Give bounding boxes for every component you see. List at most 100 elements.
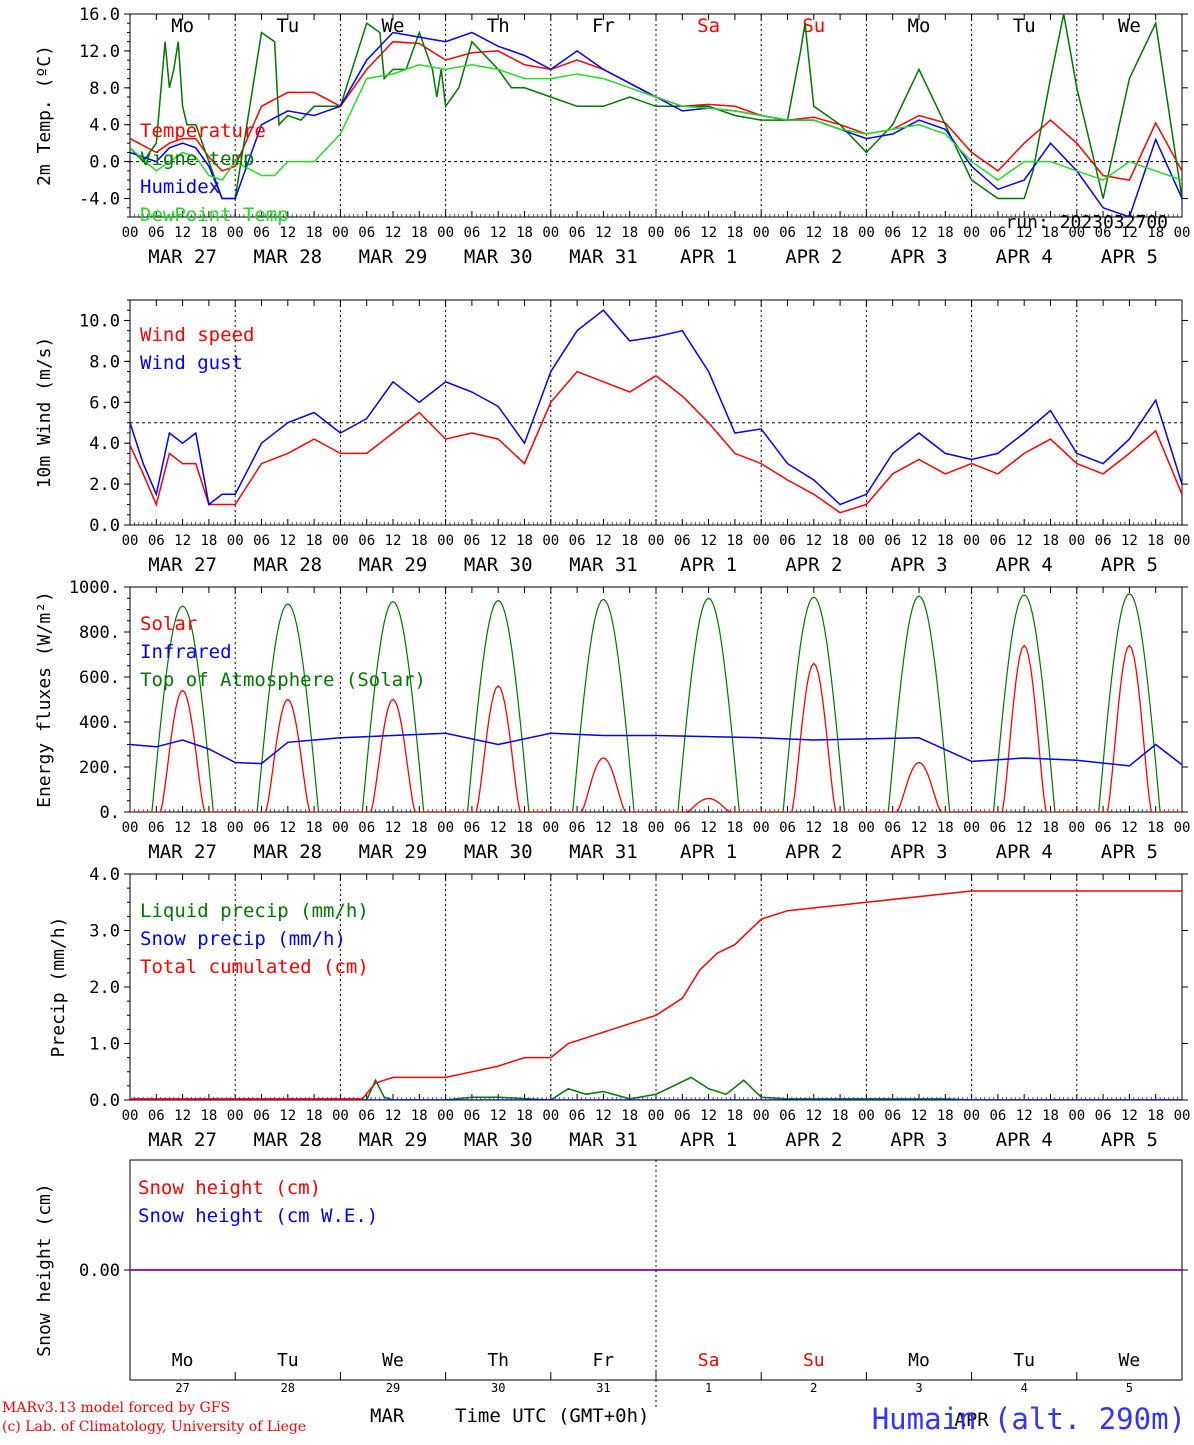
x-hour-label: 12 <box>490 820 507 836</box>
x-hour-label: 00 <box>1174 820 1191 836</box>
x-date-label: MAR 28 <box>253 246 322 268</box>
weekday-label: Fr <box>592 15 615 37</box>
x-hour-label: 06 <box>674 225 691 241</box>
legend-entry: Snow height (cm W.E.) <box>138 1205 378 1227</box>
weekday-label: Tu <box>1013 15 1036 37</box>
x-hour-label: 00 <box>753 225 770 241</box>
x-hour-label: 18 <box>516 1108 533 1124</box>
x-hour-label: 00 <box>753 533 770 549</box>
y-tick-label: 16.0 <box>79 5 120 25</box>
x-hour-label: 06 <box>569 1108 586 1124</box>
y-tick-label: 0. <box>100 803 120 823</box>
x-date-label: MAR 28 <box>253 841 322 863</box>
x-date-label: MAR 29 <box>359 841 428 863</box>
legend-entry: Snow height (cm) <box>138 1177 321 1199</box>
x-hour-label: 00 <box>963 1108 980 1124</box>
x-date-label: APR 3 <box>890 554 947 576</box>
x-date-label: APR 5 <box>1101 246 1158 268</box>
x-hour-label: 00 <box>227 533 244 549</box>
weekday-label: We <box>382 1350 404 1371</box>
x-hour-label: 12 <box>911 820 928 836</box>
x-hour-label: 12 <box>911 1108 928 1124</box>
x-hour-label: 06 <box>884 533 901 549</box>
x-hour-label: 00 <box>437 225 454 241</box>
weekday-label: Mo <box>908 1350 930 1371</box>
x-hour-label: 06 <box>253 225 270 241</box>
x-hour-label: 00 <box>963 820 980 836</box>
x-hour-label: 18 <box>621 533 638 549</box>
x-hour-label: 00 <box>1068 1108 1085 1124</box>
y-tick-label: 2.0 <box>89 475 120 495</box>
x-hour-label: 12 <box>174 533 191 549</box>
x-hour-label: 18 <box>306 1108 323 1124</box>
x-hour-label: 06 <box>358 225 375 241</box>
x-hour-label: 00 <box>648 820 665 836</box>
weekday-label: Sa <box>697 15 720 37</box>
day-number-label: 1 <box>705 1381 712 1395</box>
infrared-curve <box>130 732 1182 767</box>
month-label-mar: MAR <box>370 1405 405 1427</box>
x-hour-label: 00 <box>1174 533 1191 549</box>
day-number-label: 2 <box>810 1381 817 1395</box>
x-hour-label: 18 <box>1147 820 1164 836</box>
weekday-label: Th <box>487 1350 509 1371</box>
day-number-label: 3 <box>915 1381 922 1395</box>
x-date-label: APR 4 <box>996 554 1053 576</box>
y-tick-label: 1.0 <box>89 1035 120 1055</box>
x-hour-label: 06 <box>253 820 270 836</box>
x-hour-label: 00 <box>858 533 875 549</box>
x-date-label: APR 2 <box>785 841 842 863</box>
x-date-label: MAR 29 <box>359 246 428 268</box>
x-date-label: APR 2 <box>785 246 842 268</box>
x-hour-label: 12 <box>1016 533 1033 549</box>
x-hour-label: 00 <box>227 1108 244 1124</box>
x-hour-label: 06 <box>253 1108 270 1124</box>
x-hour-label: 06 <box>1095 533 1112 549</box>
x-hour-label: 18 <box>411 1108 428 1124</box>
month-label-apr: APR <box>954 1409 989 1431</box>
x-hour-label: 18 <box>516 225 533 241</box>
wind-series-wind-gust <box>130 309 1182 506</box>
x-hour-label: 00 <box>648 225 665 241</box>
weekday-label: We <box>382 15 405 37</box>
x-hour-label: 06 <box>779 1108 796 1124</box>
x-hour-label: 12 <box>174 225 191 241</box>
x-hour-label: 12 <box>805 820 822 836</box>
x-hour-label: 00 <box>437 1108 454 1124</box>
y-tick-label: 0.0 <box>89 1091 120 1111</box>
x-hour-label: 00 <box>122 225 139 241</box>
y-tick-label: 8.0 <box>89 79 120 99</box>
x-hour-label: 06 <box>779 820 796 836</box>
x-hour-label: 06 <box>884 225 901 241</box>
y-tick-label: 0.0 <box>89 153 120 173</box>
solar-curve <box>235 698 341 812</box>
x-hour-label: 00 <box>753 1108 770 1124</box>
x-hour-label: 00 <box>542 533 559 549</box>
toa-solar-curve <box>866 595 972 812</box>
x-date-label: MAR 30 <box>464 1129 533 1151</box>
toa-solar-curve <box>971 594 1077 812</box>
y-tick-label: 400. <box>79 713 120 733</box>
y-axis-label: 2m Temp. (ºC) <box>34 45 55 186</box>
y-axis-label: Snow height (cm) <box>34 1183 55 1356</box>
x-hour-label: 06 <box>989 533 1006 549</box>
x-hour-label: 06 <box>989 820 1006 836</box>
x-hour-label: 18 <box>937 820 954 836</box>
legend-entry: Humidex <box>140 176 220 198</box>
x-hour-label: 06 <box>779 533 796 549</box>
legend-entry: DewPoint Temp <box>140 204 289 226</box>
x-date-label: APR 2 <box>785 554 842 576</box>
x-hour-label: 18 <box>1042 533 1059 549</box>
x-hour-label: 18 <box>200 1108 217 1124</box>
x-date-label: MAR 27 <box>148 246 217 268</box>
x-hour-label: 06 <box>569 225 586 241</box>
toa-solar-curve <box>1076 593 1182 812</box>
x-hour-label: 00 <box>963 225 980 241</box>
x-hour-label: 12 <box>174 1108 191 1124</box>
x-hour-label: 06 <box>358 1108 375 1124</box>
x-hour-label: 00 <box>858 820 875 836</box>
x-hour-label: 18 <box>1042 1108 1059 1124</box>
x-hour-label: 06 <box>358 820 375 836</box>
